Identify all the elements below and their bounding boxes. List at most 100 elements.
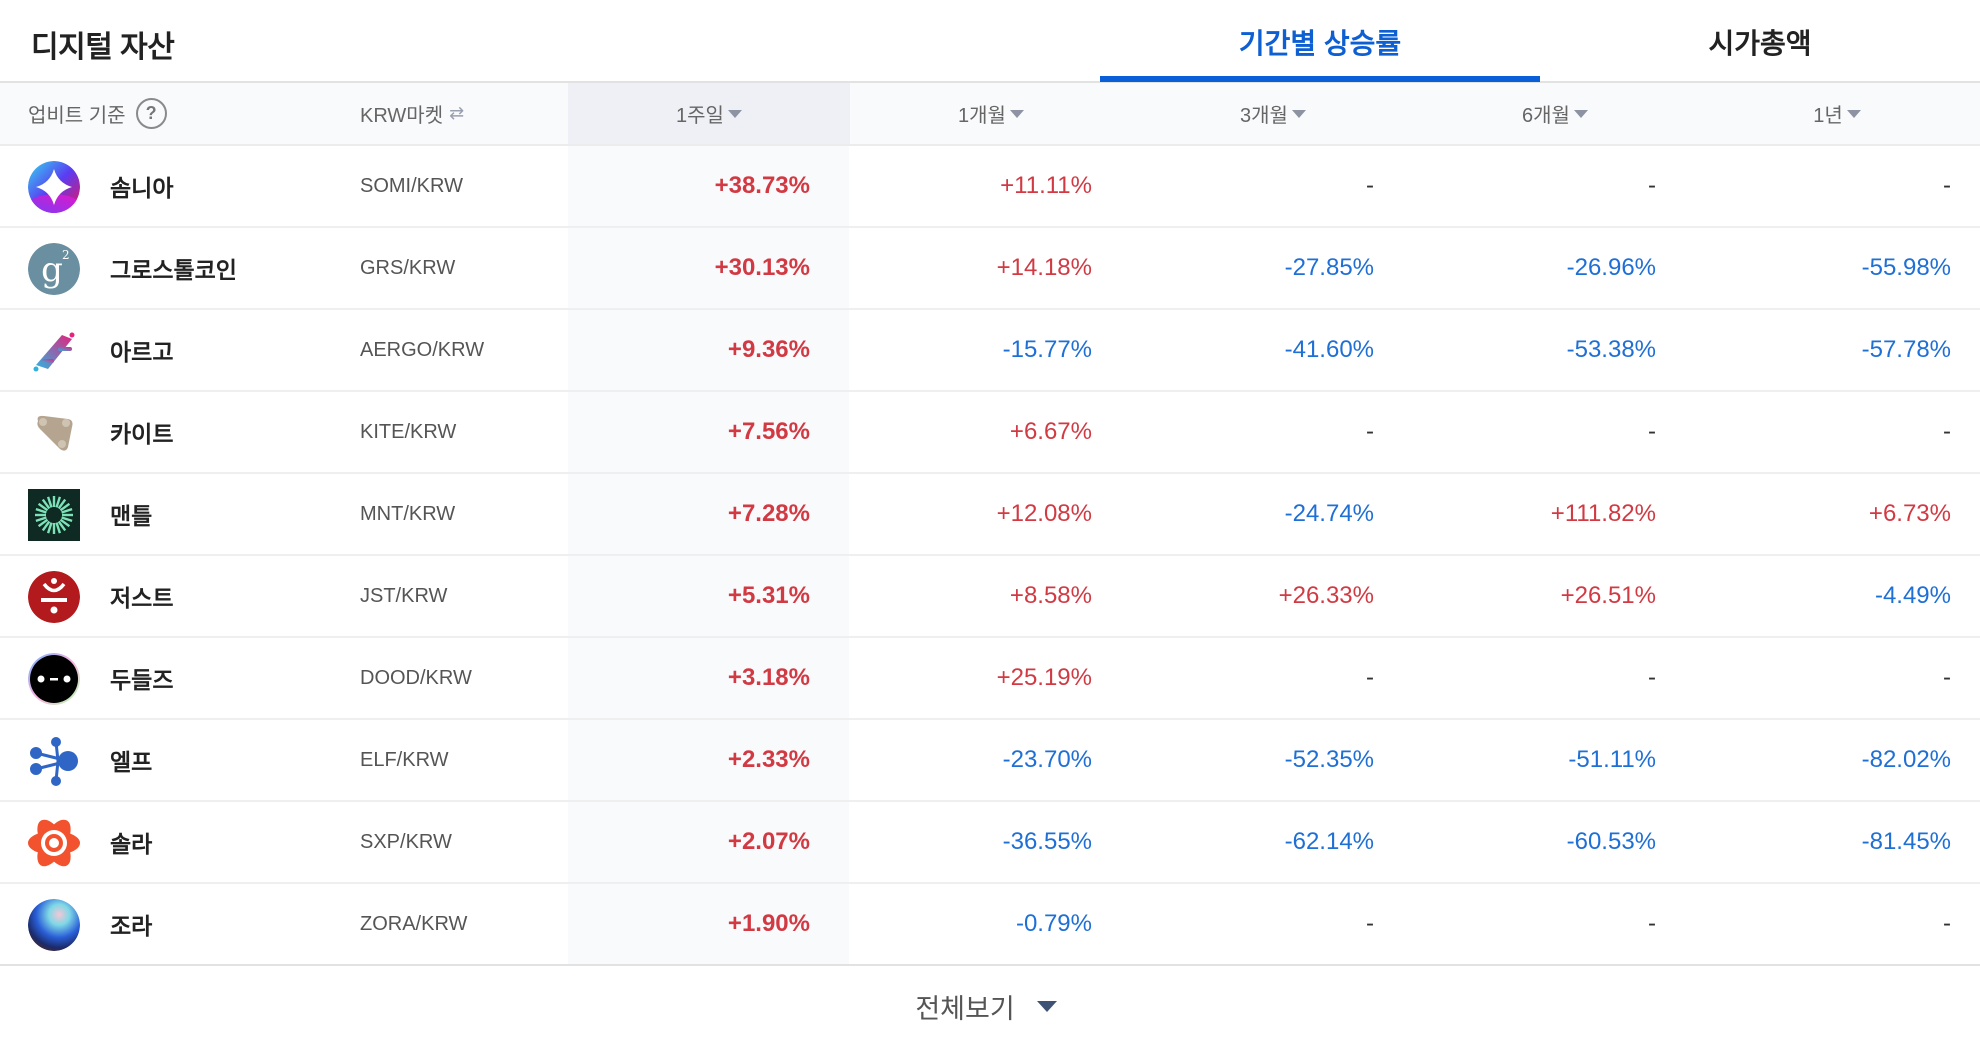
header-base: 업비트 기준 ? bbox=[28, 83, 167, 144]
change-1month: -15.77% bbox=[1002, 336, 1092, 363]
change-1month: -23.70% bbox=[1002, 746, 1092, 773]
change-6month: - bbox=[1648, 910, 1656, 937]
change-1year: - bbox=[1943, 910, 1951, 937]
table-row[interactable]: 카이트 KITE/KRW +7.56% +6.67% - - - bbox=[0, 392, 1980, 474]
header-market-label: KRW마켓 bbox=[360, 105, 444, 127]
sort-1week[interactable]: 1주일 bbox=[568, 83, 850, 144]
asset-pair: ZORA/KRW bbox=[360, 912, 468, 935]
change-3month: -41.60% bbox=[1284, 336, 1374, 363]
change-6month: - bbox=[1648, 418, 1656, 445]
change-1month: -36.55% bbox=[1002, 828, 1092, 855]
sort-3month[interactable]: 3개월 bbox=[1132, 83, 1414, 144]
tab-period-change[interactable]: 기간별 상승률 bbox=[1238, 27, 1402, 59]
table-row[interactable]: 솜니아 SOMI/KRW +38.73% +11.11% - - - bbox=[0, 146, 1980, 228]
sort-1month[interactable]: 1개월 bbox=[850, 83, 1132, 144]
asset-name[interactable]: 맨틀 bbox=[110, 503, 153, 529]
sort-6month[interactable]: 6개월 bbox=[1414, 83, 1696, 144]
asset-pair: GRS/KRW bbox=[360, 256, 456, 279]
just-icon bbox=[28, 571, 80, 623]
view-all-label: 전체보기 bbox=[915, 993, 1015, 1024]
change-1week: +1.90% bbox=[727, 910, 810, 937]
asset-name[interactable]: 아르고 bbox=[110, 339, 174, 365]
change-1week: +7.28% bbox=[727, 500, 810, 527]
swap-icon[interactable]: ⇄ bbox=[449, 103, 465, 123]
change-1year: -4.49% bbox=[1874, 582, 1951, 609]
doodles-icon bbox=[28, 653, 80, 705]
change-6month: -51.11% bbox=[1568, 746, 1656, 773]
change-1week: +9.36% bbox=[727, 336, 810, 363]
active-tab-indicator bbox=[1100, 76, 1540, 82]
caret-down-icon bbox=[1009, 109, 1024, 118]
sort-label: 1주일 bbox=[676, 105, 724, 127]
asset-name[interactable]: 솔라 bbox=[110, 831, 153, 857]
asset-name[interactable]: 두들즈 bbox=[110, 667, 174, 693]
change-6month: - bbox=[1648, 172, 1656, 199]
caret-down-icon bbox=[1573, 109, 1588, 118]
caret-down-icon bbox=[727, 109, 742, 118]
change-1month: +8.58% bbox=[1009, 582, 1092, 609]
change-6month: -26.96% bbox=[1566, 254, 1656, 281]
table-row[interactable]: 아르고 AERGO/KRW +9.36% -15.77% -41.60% -53… bbox=[0, 310, 1980, 392]
change-1month: -0.79% bbox=[1015, 910, 1092, 937]
asset-name[interactable]: 조라 bbox=[110, 913, 153, 939]
svg-text:g: g bbox=[41, 250, 63, 290]
svg-text:2: 2 bbox=[62, 248, 70, 262]
caret-down-icon bbox=[1291, 109, 1306, 118]
sort-label: 6개월 bbox=[1522, 105, 1570, 127]
tab-market-cap[interactable]: 시가총액 bbox=[1708, 27, 1812, 59]
change-6month: +26.51% bbox=[1560, 582, 1656, 609]
asset-name[interactable]: 저스트 bbox=[110, 585, 174, 611]
section-header: 디지털 자산 기간별 상승률 시가총액 bbox=[0, 0, 1980, 83]
sort-label: 1개월 bbox=[958, 105, 1006, 127]
asset-name[interactable]: 솜니아 bbox=[110, 175, 174, 201]
change-1month: +12.08% bbox=[996, 500, 1092, 527]
asset-pair: MNT/KRW bbox=[360, 502, 456, 525]
table-row[interactable]: 맨틀 MNT/KRW +7.28% +12.08% -24.74% +111.8… bbox=[0, 474, 1980, 556]
table-row[interactable]: 두들즈 DOOD/KRW +3.18% +25.19% - - - bbox=[0, 638, 1980, 720]
mantle-icon bbox=[28, 489, 80, 541]
change-3month: -62.14% bbox=[1284, 828, 1374, 855]
asset-pair: SXP/KRW bbox=[360, 830, 452, 853]
asset-name[interactable]: 카이트 bbox=[110, 421, 174, 447]
change-1month: +25.19% bbox=[996, 664, 1092, 691]
change-6month: - bbox=[1648, 664, 1656, 691]
table-row[interactable]: 조라 ZORA/KRW +1.90% -0.79% - - - bbox=[0, 884, 1980, 966]
change-6month: -60.53% bbox=[1566, 828, 1656, 855]
change-3month: - bbox=[1366, 172, 1374, 199]
asset-name[interactable]: 엘프 bbox=[110, 749, 153, 775]
asset-pair: AERGO/KRW bbox=[360, 338, 485, 361]
change-1week: +5.31% bbox=[727, 582, 810, 609]
change-6month: -53.38% bbox=[1566, 336, 1656, 363]
change-3month: - bbox=[1366, 664, 1374, 691]
change-3month: +26.33% bbox=[1278, 582, 1374, 609]
change-1week: +30.13% bbox=[714, 254, 810, 281]
zora-icon bbox=[28, 899, 80, 951]
change-1year: +6.73% bbox=[1868, 500, 1951, 527]
solar-icon bbox=[28, 817, 80, 869]
change-1year: -82.02% bbox=[1861, 746, 1951, 773]
sort-label: 3개월 bbox=[1240, 105, 1288, 127]
asset-name[interactable]: 그로스톨코인 bbox=[110, 257, 237, 283]
view-all-button[interactable]: 전체보기 bbox=[0, 964, 1980, 1046]
change-3month: - bbox=[1366, 910, 1374, 937]
change-1month: +11.11% bbox=[1000, 172, 1092, 199]
change-1week: +2.33% bbox=[727, 746, 810, 773]
change-1week: +3.18% bbox=[727, 664, 810, 691]
change-1week: +2.07% bbox=[727, 828, 810, 855]
change-1week: +7.56% bbox=[727, 418, 810, 445]
change-1year: - bbox=[1943, 172, 1951, 199]
asset-pair: JST/KRW bbox=[360, 584, 448, 607]
help-icon[interactable]: ? bbox=[135, 98, 167, 129]
table-row[interactable]: 솔라 SXP/KRW +2.07% -36.55% -62.14% -60.53… bbox=[0, 802, 1980, 884]
change-1year: -55.98% bbox=[1861, 254, 1951, 281]
sort-1year[interactable]: 1년 bbox=[1696, 83, 1978, 144]
kite-icon bbox=[28, 407, 80, 459]
change-1week: +38.73% bbox=[714, 172, 810, 199]
table-row[interactable]: 엘프 ELF/KRW +2.33% -23.70% -52.35% -51.11… bbox=[0, 720, 1980, 802]
table-row[interactable]: 저스트 JST/KRW +5.31% +8.58% +26.33% +26.51… bbox=[0, 556, 1980, 638]
header-market[interactable]: KRW마켓 ⇄ bbox=[360, 83, 464, 144]
change-1year: -81.45% bbox=[1861, 828, 1951, 855]
